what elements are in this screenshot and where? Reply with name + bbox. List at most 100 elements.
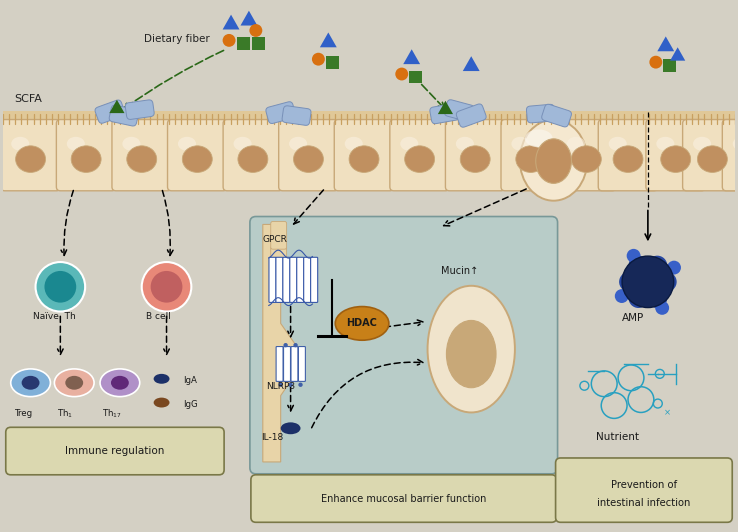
- FancyBboxPatch shape: [456, 104, 486, 127]
- FancyBboxPatch shape: [282, 106, 311, 126]
- Text: Enhance mucosal barrier function: Enhance mucosal barrier function: [321, 494, 486, 504]
- Text: IL-18: IL-18: [261, 433, 283, 442]
- Ellipse shape: [536, 139, 571, 184]
- Circle shape: [667, 261, 681, 275]
- Ellipse shape: [697, 146, 728, 172]
- Circle shape: [629, 256, 649, 276]
- Text: Th$_{17}$: Th$_{17}$: [102, 408, 122, 420]
- Text: GPCR: GPCR: [263, 235, 288, 244]
- FancyBboxPatch shape: [390, 120, 449, 191]
- Bar: [3, 111, 735, 188]
- Polygon shape: [658, 36, 675, 51]
- Circle shape: [44, 271, 76, 303]
- Text: Naïve  Th: Naïve Th: [32, 312, 75, 321]
- Ellipse shape: [404, 146, 435, 172]
- Ellipse shape: [520, 120, 587, 201]
- FancyBboxPatch shape: [298, 346, 306, 381]
- Circle shape: [622, 256, 674, 307]
- Polygon shape: [109, 100, 125, 113]
- Ellipse shape: [182, 146, 213, 172]
- FancyBboxPatch shape: [311, 257, 317, 302]
- FancyBboxPatch shape: [109, 105, 139, 126]
- Ellipse shape: [65, 376, 83, 390]
- FancyBboxPatch shape: [271, 246, 286, 274]
- Circle shape: [655, 301, 669, 315]
- Circle shape: [396, 68, 408, 80]
- FancyBboxPatch shape: [290, 257, 297, 302]
- Ellipse shape: [294, 146, 323, 172]
- Circle shape: [629, 288, 649, 308]
- Text: HDAC: HDAC: [347, 318, 378, 328]
- Ellipse shape: [289, 137, 307, 151]
- Polygon shape: [326, 56, 339, 69]
- Ellipse shape: [154, 374, 170, 384]
- Ellipse shape: [238, 146, 268, 172]
- Text: SCFA: SCFA: [15, 94, 43, 104]
- Ellipse shape: [100, 369, 139, 397]
- FancyBboxPatch shape: [283, 257, 290, 302]
- Ellipse shape: [111, 376, 129, 390]
- FancyBboxPatch shape: [279, 120, 338, 191]
- Ellipse shape: [400, 137, 418, 151]
- FancyBboxPatch shape: [334, 120, 394, 191]
- Polygon shape: [670, 47, 686, 61]
- Text: Prevention of: Prevention of: [611, 480, 677, 489]
- FancyBboxPatch shape: [723, 120, 738, 191]
- Ellipse shape: [127, 146, 156, 172]
- Text: IgG: IgG: [184, 400, 199, 409]
- Circle shape: [249, 24, 262, 37]
- Ellipse shape: [737, 146, 738, 172]
- FancyBboxPatch shape: [250, 217, 558, 474]
- Circle shape: [312, 53, 325, 65]
- Ellipse shape: [154, 397, 170, 408]
- Text: ×: ×: [663, 409, 671, 418]
- Ellipse shape: [349, 146, 379, 172]
- Circle shape: [35, 262, 85, 312]
- Circle shape: [619, 272, 639, 292]
- Circle shape: [657, 272, 677, 292]
- Ellipse shape: [15, 146, 46, 172]
- Ellipse shape: [693, 137, 711, 151]
- Ellipse shape: [661, 146, 691, 172]
- FancyBboxPatch shape: [112, 120, 171, 191]
- Circle shape: [151, 271, 182, 303]
- FancyBboxPatch shape: [6, 427, 224, 475]
- Circle shape: [647, 288, 667, 308]
- Ellipse shape: [571, 146, 601, 172]
- FancyBboxPatch shape: [430, 104, 459, 124]
- Polygon shape: [438, 101, 453, 114]
- Ellipse shape: [446, 320, 496, 388]
- FancyBboxPatch shape: [556, 120, 616, 191]
- Circle shape: [278, 383, 283, 387]
- Ellipse shape: [11, 137, 30, 151]
- FancyBboxPatch shape: [283, 346, 291, 381]
- Ellipse shape: [456, 137, 474, 151]
- Ellipse shape: [21, 376, 40, 390]
- Ellipse shape: [613, 146, 643, 172]
- FancyBboxPatch shape: [223, 120, 283, 191]
- Polygon shape: [252, 37, 265, 50]
- Circle shape: [647, 256, 667, 276]
- Circle shape: [649, 56, 662, 69]
- FancyBboxPatch shape: [646, 120, 706, 191]
- FancyBboxPatch shape: [297, 257, 304, 302]
- Ellipse shape: [123, 137, 140, 151]
- FancyBboxPatch shape: [599, 120, 658, 191]
- Polygon shape: [320, 32, 337, 47]
- FancyBboxPatch shape: [1, 120, 61, 191]
- Ellipse shape: [656, 137, 675, 151]
- Ellipse shape: [525, 129, 553, 147]
- FancyBboxPatch shape: [125, 100, 154, 119]
- Ellipse shape: [461, 146, 490, 172]
- Ellipse shape: [567, 137, 585, 151]
- FancyBboxPatch shape: [526, 104, 555, 123]
- Circle shape: [627, 249, 641, 263]
- FancyBboxPatch shape: [271, 221, 286, 249]
- Ellipse shape: [511, 137, 529, 151]
- Circle shape: [283, 343, 288, 347]
- Text: Th$_1$: Th$_1$: [58, 408, 74, 420]
- Polygon shape: [409, 71, 422, 84]
- FancyBboxPatch shape: [501, 120, 561, 191]
- Polygon shape: [238, 37, 250, 50]
- Polygon shape: [403, 49, 420, 64]
